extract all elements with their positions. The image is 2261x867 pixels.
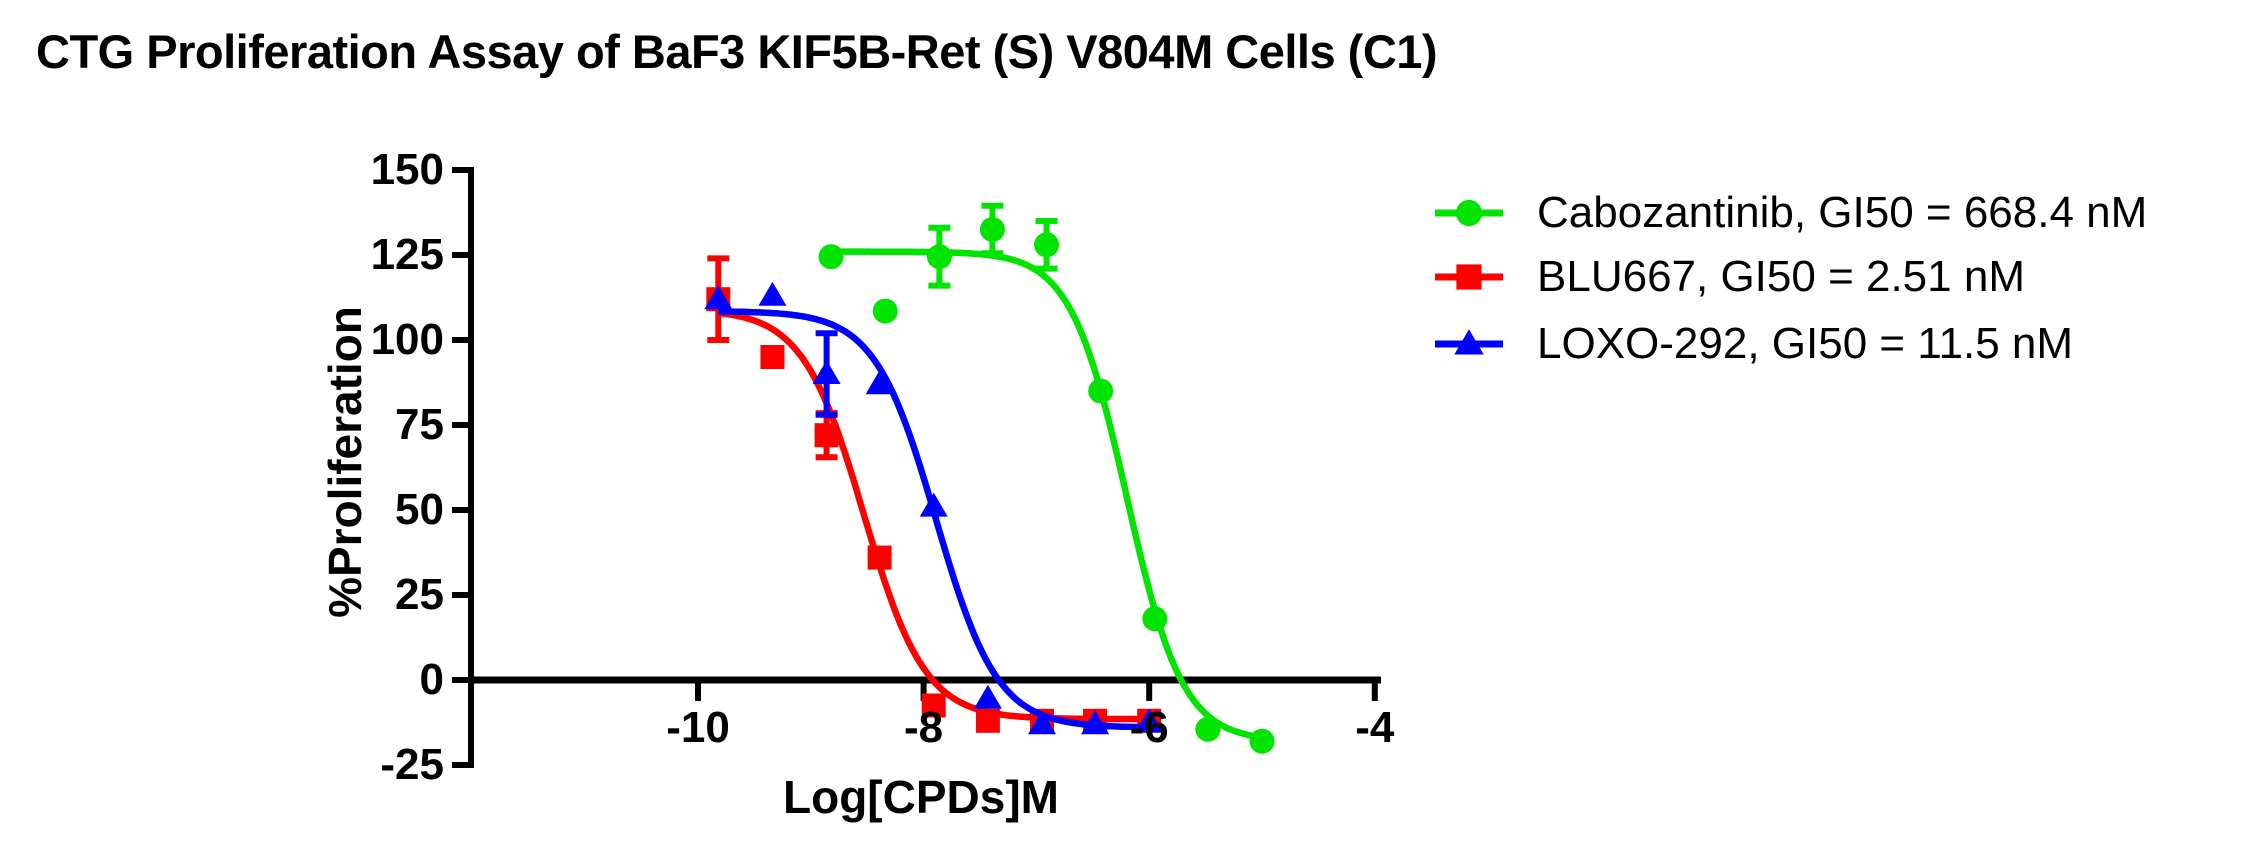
y-tick-label: 125: [370, 230, 444, 279]
marker-circle: [818, 244, 844, 270]
axes: [452, 167, 1381, 768]
marker-triangle: [1454, 329, 1484, 355]
marker-triangle: [973, 684, 1002, 709]
legend-circle-marker-icon: [1433, 187, 1505, 239]
y-tick-label: -25: [380, 740, 444, 789]
marker-triangle: [704, 285, 733, 310]
marker-circle: [1249, 728, 1275, 754]
marker-square: [867, 545, 892, 570]
marker-circle: [1195, 716, 1221, 742]
fit-curve: [717, 309, 1150, 723]
chart-title: CTG Proliferation Assay of BaF3 KIF5B-Re…: [36, 25, 1438, 78]
legend-item-cabozantinib: Cabozantinib, GI50 = 668.4 nM: [1433, 187, 2147, 239]
marker-triangle: [1135, 708, 1164, 733]
y-tick-label: 150: [370, 145, 444, 194]
y-axis-title: %Proliferation: [319, 306, 371, 618]
x-tick-label: -4: [1355, 703, 1395, 752]
marker-triangle: [919, 492, 948, 517]
marker-triangle: [758, 281, 787, 306]
marker-square: [814, 423, 839, 448]
y-tick-label: 50: [395, 485, 444, 534]
y-tick-label: 100: [370, 315, 444, 364]
marker-circle: [1142, 606, 1168, 632]
legend-label: LOXO-292, GI50 = 11.5 nM: [1537, 319, 2074, 368]
marker-square: [1456, 264, 1482, 290]
legend-label: BLU667, GI50 = 2.51 nM: [1537, 252, 2025, 301]
marker-triangle: [1028, 710, 1057, 735]
y-tick-label: 0: [419, 655, 444, 704]
marker-circle: [1088, 378, 1114, 404]
series-loxo-292: [704, 281, 1164, 735]
marker-triangle: [812, 360, 841, 384]
marker-triangle: [865, 370, 894, 395]
x-tick-label: -8: [904, 703, 944, 752]
legend-square-marker-icon: [1433, 251, 1505, 303]
legend-label: Cabozantinib, GI50 = 668.4 nM: [1537, 188, 2148, 237]
y-tick-label: 75: [395, 400, 444, 449]
y-tick-label: 25: [395, 570, 444, 619]
marker-square: [921, 693, 946, 718]
x-axis-title: Log[CPDs]M: [783, 771, 1059, 823]
marker-triangle: [1081, 710, 1110, 735]
marker-square: [760, 345, 785, 369]
marker-circle: [872, 298, 898, 324]
series-cabozantinib: [818, 202, 1275, 754]
marker-circle: [926, 244, 952, 270]
fit-curve: [831, 248, 1263, 741]
legend-item-loxo292: LOXO-292, GI50 = 11.5 nM: [1433, 318, 2073, 370]
x-tick-label: -10: [666, 703, 730, 752]
marker-circle: [1034, 232, 1060, 258]
marker-square: [975, 708, 1000, 733]
x-tick-label: -6: [1129, 703, 1169, 752]
legend-triangle-marker-icon: [1433, 318, 1505, 370]
marker-circle: [1455, 199, 1483, 227]
marker-circle: [979, 217, 1005, 242]
legend-item-blu667: BLU667, GI50 = 2.51 nM: [1433, 251, 2025, 303]
fit-curve: [718, 308, 1150, 731]
